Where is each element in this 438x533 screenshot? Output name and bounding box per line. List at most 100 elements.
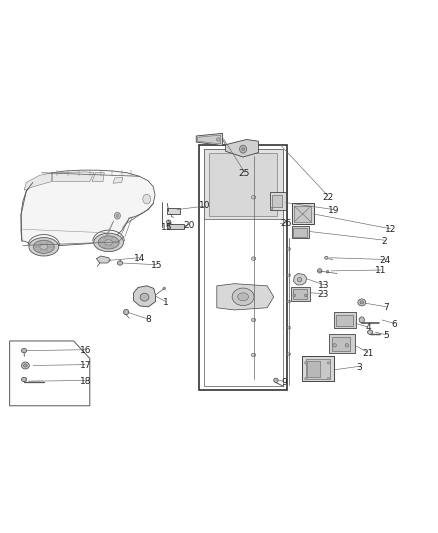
- Ellipse shape: [117, 261, 123, 265]
- Ellipse shape: [325, 256, 328, 259]
- Ellipse shape: [240, 145, 247, 153]
- Ellipse shape: [367, 330, 373, 334]
- Ellipse shape: [21, 362, 29, 369]
- Ellipse shape: [163, 287, 166, 290]
- Text: 15: 15: [161, 223, 172, 231]
- Text: 26: 26: [280, 219, 291, 228]
- Bar: [270, 192, 286, 211]
- Text: 19: 19: [328, 206, 339, 215]
- Text: 15: 15: [151, 261, 162, 270]
- Text: 10: 10: [199, 201, 211, 209]
- Ellipse shape: [287, 353, 291, 356]
- Ellipse shape: [333, 344, 336, 347]
- Ellipse shape: [216, 138, 220, 141]
- Text: 16: 16: [80, 346, 91, 355]
- Polygon shape: [96, 256, 110, 263]
- Ellipse shape: [251, 353, 256, 357]
- Polygon shape: [21, 170, 155, 246]
- Bar: [167, 208, 180, 214]
- Text: 5: 5: [383, 331, 389, 340]
- Text: 14: 14: [134, 254, 145, 263]
- Ellipse shape: [232, 288, 254, 305]
- Polygon shape: [293, 273, 307, 285]
- Ellipse shape: [143, 194, 151, 204]
- Ellipse shape: [94, 233, 124, 252]
- Polygon shape: [196, 133, 223, 146]
- Polygon shape: [217, 284, 274, 310]
- Bar: [329, 334, 355, 353]
- Ellipse shape: [358, 299, 366, 306]
- Text: 1: 1: [162, 298, 169, 307]
- Ellipse shape: [359, 317, 364, 323]
- Bar: [204, 149, 283, 386]
- Ellipse shape: [274, 378, 278, 383]
- Ellipse shape: [345, 344, 349, 347]
- Ellipse shape: [238, 293, 249, 301]
- Ellipse shape: [304, 377, 307, 380]
- Ellipse shape: [327, 361, 330, 364]
- Text: 4: 4: [365, 324, 371, 332]
- Polygon shape: [113, 177, 123, 183]
- Ellipse shape: [21, 349, 27, 353]
- Text: 6: 6: [391, 320, 397, 329]
- Text: 25: 25: [239, 169, 250, 178]
- Bar: [293, 228, 307, 237]
- Polygon shape: [53, 172, 94, 182]
- Bar: [306, 359, 330, 378]
- Ellipse shape: [242, 148, 244, 151]
- Ellipse shape: [116, 214, 119, 217]
- Bar: [336, 314, 353, 326]
- Ellipse shape: [304, 294, 307, 297]
- Ellipse shape: [287, 327, 291, 329]
- Ellipse shape: [251, 196, 256, 199]
- Ellipse shape: [287, 248, 291, 251]
- Polygon shape: [198, 135, 221, 144]
- Text: 9: 9: [281, 378, 287, 387]
- Ellipse shape: [270, 207, 273, 210]
- Text: 13: 13: [318, 281, 330, 290]
- Bar: [293, 289, 307, 299]
- Ellipse shape: [124, 310, 129, 314]
- Bar: [199, 145, 287, 390]
- Ellipse shape: [140, 293, 149, 301]
- Bar: [302, 356, 334, 381]
- Text: 2: 2: [382, 237, 387, 246]
- Text: 12: 12: [385, 225, 396, 234]
- Text: 23: 23: [318, 290, 329, 299]
- Ellipse shape: [293, 294, 296, 297]
- Ellipse shape: [318, 269, 322, 273]
- Ellipse shape: [105, 240, 113, 245]
- Ellipse shape: [304, 361, 307, 364]
- Ellipse shape: [33, 240, 54, 253]
- Text: 3: 3: [356, 363, 362, 372]
- Bar: [307, 361, 320, 377]
- Text: 20: 20: [184, 221, 195, 230]
- Ellipse shape: [287, 274, 291, 277]
- Bar: [291, 287, 310, 301]
- Bar: [292, 226, 309, 238]
- Text: 24: 24: [380, 256, 391, 265]
- Text: 17: 17: [80, 361, 91, 370]
- Text: 22: 22: [322, 193, 333, 202]
- Bar: [294, 206, 311, 222]
- Text: 18: 18: [80, 377, 91, 386]
- Bar: [272, 195, 282, 207]
- Ellipse shape: [21, 377, 27, 382]
- Polygon shape: [24, 173, 52, 190]
- Text: 11: 11: [375, 266, 387, 276]
- Text: 21: 21: [362, 349, 374, 358]
- Bar: [292, 203, 314, 224]
- Bar: [209, 152, 277, 216]
- Ellipse shape: [114, 212, 120, 219]
- Ellipse shape: [360, 301, 364, 304]
- Ellipse shape: [326, 270, 329, 273]
- Polygon shape: [226, 140, 258, 157]
- Bar: [334, 312, 356, 328]
- Polygon shape: [134, 286, 155, 307]
- Text: 8: 8: [145, 316, 151, 325]
- Ellipse shape: [287, 300, 291, 303]
- Bar: [204, 149, 283, 219]
- Polygon shape: [92, 173, 104, 182]
- Bar: [167, 224, 184, 229]
- Ellipse shape: [40, 244, 48, 249]
